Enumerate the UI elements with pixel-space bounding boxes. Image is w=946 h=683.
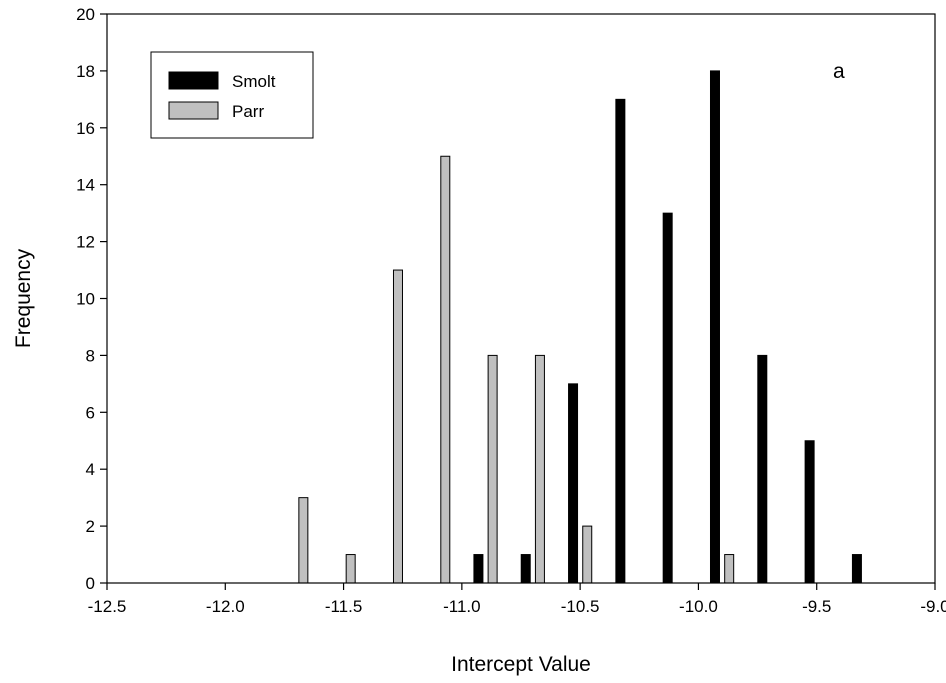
legend: Smolt Parr [150,51,314,139]
x-tick-label: -9.0 [920,597,946,616]
y-tick-label: 18 [76,62,95,81]
y-tick-label: 16 [76,119,95,138]
y-tick-label: 8 [86,346,95,365]
x-tick-label: -10.0 [679,597,718,616]
y-tick-label: 20 [76,5,95,24]
bar-smolt [568,383,579,584]
x-tick-label: -11.0 [443,597,481,616]
legend-swatch-parr [168,101,219,120]
x-tick-label: -12.5 [88,597,127,616]
legend-label-parr: Parr [232,102,264,121]
bar-smolt [615,98,626,584]
legend-box [150,51,314,139]
bar-parr [392,269,403,584]
bar-parr [298,497,309,584]
bar-smolt [662,212,673,584]
bar-smolt [473,554,484,584]
y-tick-label: 4 [86,460,95,479]
y-tick-label: 10 [76,290,95,309]
y-tick-label: 12 [76,233,95,252]
bar-smolt [851,554,862,584]
x-axis: -12.5 -12.0 -11.5 -11.0 -10.5 -10.0 -9.5 -9.0 [88,583,946,616]
legend-swatch-smolt [168,71,219,90]
x-tick-label: -12.0 [206,597,245,616]
y-axis: 0 2 4 6 8 10 12 14 16 18 20 [76,5,107,593]
y-tick-label: 14 [76,176,95,195]
bar-smolt [520,554,531,584]
x-tick-label: -9.5 [802,597,831,616]
bar-parr [345,554,356,584]
bar-smolt [804,440,815,584]
x-tick-label: -10.5 [561,597,600,616]
y-tick-label: 6 [86,403,95,422]
bar-parr [440,155,451,584]
legend-label-smolt: Smolt [232,72,276,91]
panel-label: a [833,60,845,83]
bar-parr [724,554,735,584]
bar-smolt [757,354,768,584]
bar-parr [487,354,498,584]
x-tick-label: -11.5 [325,597,363,616]
bar-parr [534,354,545,584]
x-axis-title: Intercept Value [451,653,591,676]
bar-smolt [709,70,720,584]
y-tick-label: 0 [86,574,95,593]
bar-parr [582,525,593,584]
y-tick-label: 2 [86,517,95,536]
y-axis-title: Frequency [12,248,35,348]
bars [298,70,862,584]
